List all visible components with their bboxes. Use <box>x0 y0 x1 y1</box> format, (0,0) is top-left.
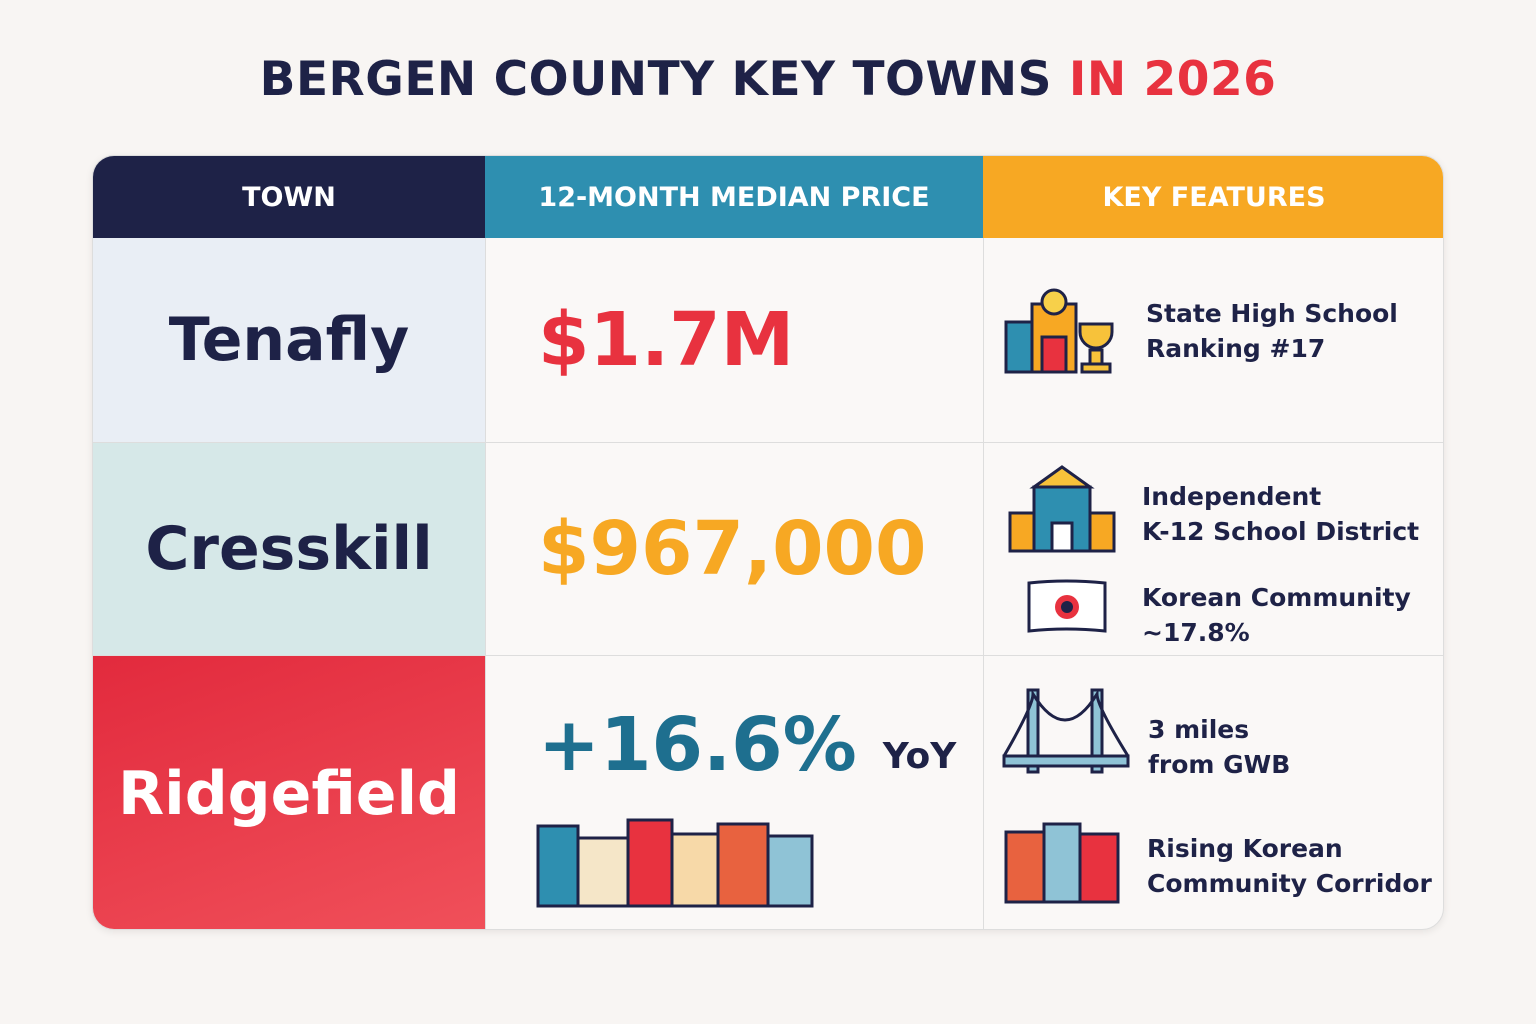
feature-text: Independent K-12 School District <box>1142 479 1419 549</box>
title-highlight: IN 2026 <box>1068 52 1277 107</box>
feature-text: Rising Korean Community Corridor <box>1147 831 1432 901</box>
feature-line: Independent <box>1142 482 1322 511</box>
price-cell: $1.7M <box>485 238 983 442</box>
column-header: TOWN <box>93 156 485 238</box>
feature-cell: State High School Ranking #17 <box>983 238 1443 442</box>
feature-line: 3 miles <box>1148 715 1250 744</box>
price-cell: $967,000 <box>485 443 983 655</box>
price: $967,000 <box>538 506 927 592</box>
flag-icon <box>1027 579 1107 633</box>
town: Ridgefield <box>117 758 461 829</box>
town: Cresskill <box>145 514 433 584</box>
feature-text: Korean Community ~17.8% <box>1142 580 1411 650</box>
town-cell: Ridgefield <box>93 656 485 929</box>
column-header: KEY FEATURES <box>983 156 1443 238</box>
price: +16.6% <box>538 702 857 788</box>
feature-cell: Independent K-12 School District Korean … <box>983 443 1443 655</box>
feature-cell: 3 miles from GWB Rising Korean Community… <box>983 656 1443 929</box>
feature-line: State High School <box>1146 299 1398 328</box>
title-text: BERGEN COUNTY KEY TOWNS <box>259 52 1052 107</box>
feature-line: from GWB <box>1148 750 1291 779</box>
title: BERGEN COUNTY KEY TOWNS IN 2026 <box>0 52 1536 107</box>
buildings-icon <box>536 818 814 908</box>
price: $1.7M <box>538 297 795 383</box>
school-icon <box>1008 465 1116 553</box>
feature-line: ~17.8% <box>1142 618 1250 647</box>
row-divider <box>93 655 1443 656</box>
town: Tenafly <box>168 305 410 375</box>
feature-line: Rising Korean <box>1147 834 1343 863</box>
buildings-icon <box>1004 822 1120 904</box>
town-cell: Tenafly <box>93 238 485 442</box>
feature-text: State High School Ranking #17 <box>1146 296 1398 366</box>
price-cell: +16.6% YoY <box>485 656 983 929</box>
row-divider <box>93 442 1443 443</box>
feature-line: Community Corridor <box>1147 869 1432 898</box>
feature-text: 3 miles from GWB <box>1148 712 1290 782</box>
feature-line: Ranking #17 <box>1146 334 1326 363</box>
table: TOWN 12-MONTH MEDIAN PRICE KEY FEATURES … <box>92 155 1444 930</box>
feature-line: K-12 School District <box>1142 517 1420 546</box>
feature-line: Korean Community <box>1142 583 1411 612</box>
bridge-icon <box>1002 688 1130 774</box>
column-header: 12-MONTH MEDIAN PRICE <box>485 156 983 238</box>
school-icon <box>1004 288 1114 374</box>
town-cell: Cresskill <box>93 443 485 655</box>
price-suffix: YoY <box>882 736 957 777</box>
